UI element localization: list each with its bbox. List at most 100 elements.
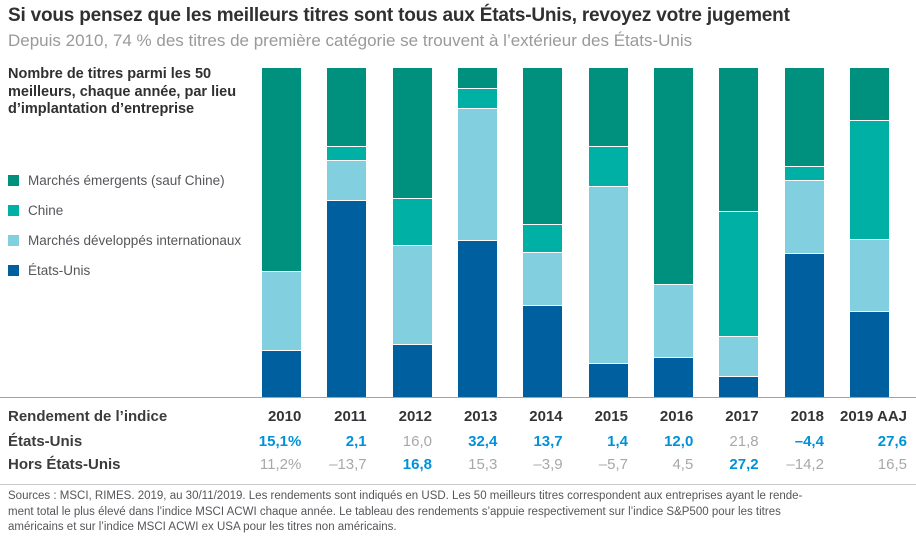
return-value: 11,2% [259,456,302,473]
footnote-line: ment total le plus élevé dans l’indice M… [8,505,781,518]
legend-item: États-Unis [8,255,263,285]
stacked-bar-2014 [523,68,563,397]
year-column-header: 2013 [463,407,498,425]
bar-segment [588,364,628,397]
year-column-header: 2019 AAJ [840,407,907,425]
index-returns-table: Rendement de l’indice 2010 2011 2012 2013 20… [0,402,916,476]
bar-segment [523,252,563,305]
bar-segment [849,239,889,312]
return-value: 12,0 [664,433,694,450]
return-value: 13,7 [533,433,563,450]
bar-segment [457,88,497,109]
chart-description: Nombre de titres parmi les 50 meilleurs,… [8,66,237,117]
bar-segment [457,68,497,88]
year-column-header: 2012 [398,407,432,425]
bar-segment [523,68,563,225]
stacked-bar-2018 [784,68,824,397]
legend-swatch [8,174,19,186]
year-column-header: 2011 [334,407,367,425]
return-value: –5,7 [598,456,628,473]
table-row: États-Unis 15,1% 2,1 16,0 32,4 13,7 1,4 12,0 21,… [0,430,916,453]
bar-segment [262,271,301,351]
footnote-line: Sources : MSCI, RIMES. 2019, au 30/11/20… [8,490,803,502]
legend-item: Marchés développés internationaux [8,225,263,255]
bar-segment [523,305,563,397]
bar-segment [653,68,693,284]
return-value: 27,2 [729,456,759,473]
legend-item: Chine [8,195,263,225]
bar-segment [392,199,432,246]
legend-label: Chine [28,202,64,218]
legend-swatch [8,204,19,216]
year-column-header: 2010 [267,407,302,425]
return-value: 15,3 [468,456,498,473]
legend-swatch [8,234,19,246]
legend-label: Marchés émergents (sauf Chine) [28,172,225,188]
bar-segment [588,147,628,187]
return-value: 1,4 [607,433,628,450]
bar-segment [849,312,889,397]
return-value: 16,8 [402,456,432,473]
return-value: 16,0 [402,433,432,450]
footnote-line: américains et sur l’indice MSCI ACWI ex … [8,521,397,533]
sources-footnote: Sources : MSCI, RIMES. 2019, au 30/11/20… [8,489,910,536]
return-value: 32,4 [468,433,498,450]
bar-segment [719,68,759,212]
legend-label: Marchés développés internationaux [28,232,242,248]
bar-segment [653,357,693,397]
bar-segment [327,201,367,397]
bar-segment [719,337,759,377]
return-value: 15,1% [258,433,302,450]
stacked-bar-2012 [392,68,432,397]
year-column-header: 2016 [659,407,694,425]
x-axis-line [0,397,916,398]
bar-segment [719,377,759,397]
stacked-bar-2017 [719,68,759,397]
bar-segment [588,68,628,147]
bar-segment [653,284,693,357]
bar-segment [523,225,563,252]
stacked-bar-2019-aaj [849,68,889,397]
return-value: 16,5 [877,456,907,473]
return-value: 4,5 [672,456,694,473]
bar-segment [457,109,497,240]
bar-segment [457,240,497,398]
bar-segment [588,187,628,364]
year-column-header: 2014 [529,407,563,425]
legend-label: États-Unis [28,262,91,278]
bar-segment [327,68,367,147]
row-label: États-Unis [8,433,83,450]
stacked-bar-2015 [588,68,628,397]
bar-segment [784,166,824,180]
bar-segment [849,68,889,121]
table-header-row: Rendement de l’indice 2010 2011 2012 2013 20… [0,402,916,430]
page-title: Si vous pensez que les meilleurs titres … [8,5,790,26]
return-value: 27,6 [877,433,907,450]
table-row: Hors États-Unis 11,2% –13,7 16,8 15,3 –3,9 –5,… [0,453,916,476]
bar-segment [784,253,824,397]
bar-segment [784,68,824,166]
bar-segment [392,344,432,397]
chart-legend: Marchés émergents (sauf Chine) Chine March… [8,165,263,285]
row-label: Hors États-Unis [8,456,121,473]
year-column-header: 2017 [725,407,759,425]
return-value: 2,1 [345,433,367,450]
separator-line [0,484,916,485]
stacked-bar-2016 [653,68,693,397]
stacked-bar-2010 [262,68,301,397]
stacked-bar-2011 [327,68,367,397]
return-value: –13,7 [329,456,367,473]
stacked-bar-2013 [457,68,497,398]
bar-segment [849,121,889,239]
legend-swatch [8,264,19,276]
return-value: –4,4 [794,433,824,450]
bar-segment [784,180,824,253]
bar-segment [392,68,432,199]
page-subtitle: Depuis 2010, 74 % des titres de première… [8,31,693,50]
bar-segment [262,351,301,397]
year-column-header: 2018 [790,407,824,425]
bar-segment [262,68,301,271]
bar-segment [327,161,367,201]
return-value: –3,9 [533,456,563,473]
